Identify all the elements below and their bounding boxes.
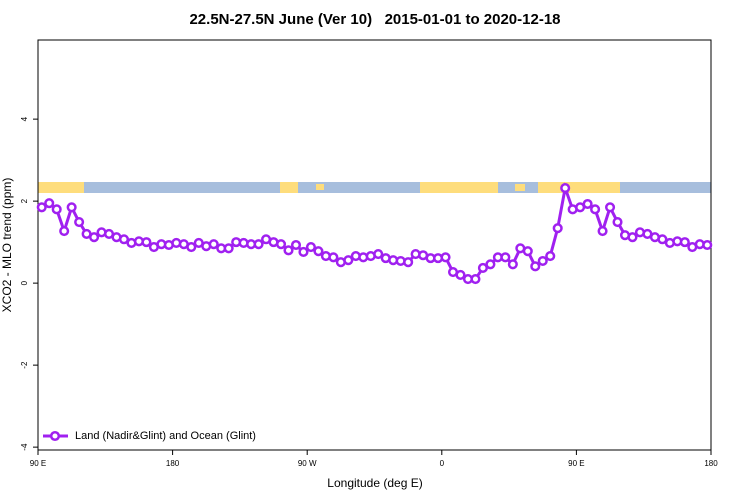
land-band bbox=[420, 182, 498, 193]
y-axis-label: XCO2 - MLO trend (ppm) bbox=[0, 178, 14, 313]
data-point bbox=[118, 234, 130, 245]
data-point bbox=[582, 198, 593, 210]
data-point bbox=[679, 237, 690, 248]
data-point bbox=[283, 245, 294, 256]
data-point bbox=[89, 232, 100, 243]
data-point bbox=[627, 232, 638, 243]
data-point bbox=[552, 223, 563, 234]
data-point bbox=[702, 239, 713, 251]
data-point bbox=[485, 259, 496, 270]
data-point bbox=[612, 216, 623, 228]
data-point bbox=[500, 252, 511, 263]
data-point bbox=[59, 226, 70, 237]
data-point bbox=[223, 243, 234, 254]
data-point bbox=[455, 269, 466, 280]
x-tick-label: 180 bbox=[704, 459, 718, 468]
data-point bbox=[290, 239, 302, 251]
data-point bbox=[597, 226, 608, 237]
data-point bbox=[51, 204, 62, 215]
land-band bbox=[316, 184, 324, 190]
data-point bbox=[298, 246, 309, 258]
data-point bbox=[313, 246, 324, 257]
data-point bbox=[605, 202, 616, 213]
data-point bbox=[74, 216, 85, 228]
data-point bbox=[373, 248, 384, 260]
y-tick-label: 0 bbox=[20, 280, 29, 285]
data-point bbox=[208, 239, 219, 250]
data-point bbox=[328, 252, 339, 263]
x-tick-label: 90 E bbox=[30, 459, 46, 468]
x-tick-label: 90 E bbox=[568, 459, 584, 468]
land-band bbox=[515, 184, 525, 191]
data-point bbox=[560, 182, 571, 194]
data-point bbox=[590, 204, 601, 215]
legend-marker bbox=[49, 430, 61, 442]
chart-title: 22.5N-27.5N June (Ver 10) 2015-01-01 to … bbox=[189, 11, 560, 28]
series-line bbox=[41, 182, 708, 281]
x-axis-label: Longitude (deg E) bbox=[327, 476, 422, 490]
data-point bbox=[545, 251, 556, 262]
data-point bbox=[343, 255, 354, 266]
y-tick-label: -4 bbox=[20, 443, 29, 451]
map-strip bbox=[38, 182, 711, 193]
land-band bbox=[280, 182, 298, 193]
data-point bbox=[522, 246, 533, 257]
data-point bbox=[530, 261, 541, 272]
y-tick-label: -2 bbox=[20, 361, 29, 369]
data-point bbox=[537, 255, 548, 267]
data-point bbox=[403, 257, 414, 268]
data-point bbox=[66, 202, 77, 213]
data-point bbox=[440, 252, 451, 263]
data-point bbox=[477, 262, 488, 274]
legend-label: Land (Nadir&Glint) and Ocean (Glint) bbox=[75, 430, 256, 442]
data-point bbox=[36, 202, 47, 213]
data-point bbox=[275, 239, 287, 250]
x-tick-label: 180 bbox=[166, 459, 180, 468]
y-tick-label: 4 bbox=[20, 116, 29, 121]
land-band bbox=[538, 182, 620, 193]
data-point bbox=[253, 239, 264, 250]
data-point bbox=[470, 273, 481, 285]
data-point bbox=[186, 242, 197, 253]
land-band bbox=[38, 182, 84, 193]
data-point bbox=[507, 259, 518, 270]
data-point bbox=[141, 237, 152, 248]
x-tick-label: 0 bbox=[440, 459, 445, 468]
x-tick-label: 90 W bbox=[298, 459, 317, 468]
y-tick-label: 2 bbox=[20, 198, 29, 203]
data-point bbox=[305, 242, 316, 253]
data-point bbox=[657, 234, 668, 245]
ocean-band bbox=[38, 182, 711, 193]
data-point bbox=[44, 198, 55, 209]
